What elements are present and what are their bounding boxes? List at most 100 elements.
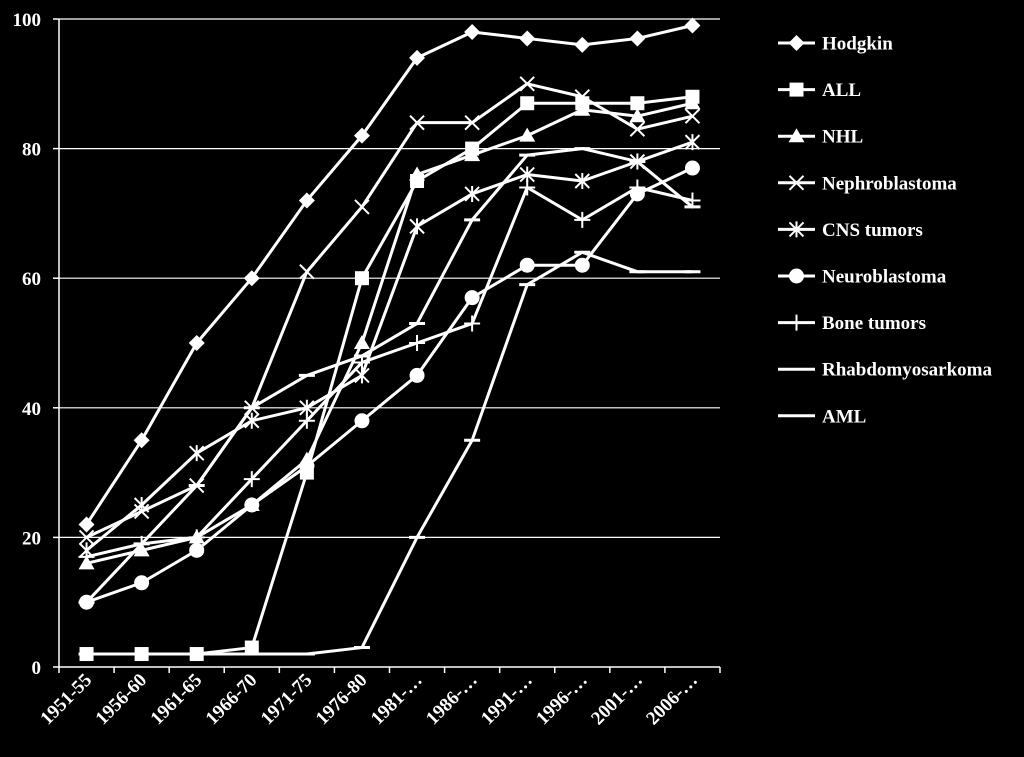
data-point-plus	[78, 548, 95, 565]
data-point-triangle	[409, 166, 426, 181]
series-all	[79, 89, 700, 662]
legend-label: NHL	[822, 127, 863, 148]
y-tick-label: 20	[22, 528, 41, 549]
y-tick-label: 80	[22, 140, 41, 161]
legend-label: Bone tumors	[822, 313, 926, 334]
data-point-triangle	[464, 147, 481, 162]
data-point-star	[464, 185, 480, 202]
data-point-plus	[243, 471, 260, 488]
gridlines	[59, 18, 720, 539]
data-point-x	[78, 529, 95, 546]
data-point-x	[354, 199, 370, 215]
data-point-diamond	[464, 23, 481, 40]
data-point-diamond	[243, 270, 260, 287]
data-point-circle	[789, 268, 804, 284]
data-point-circle	[189, 542, 205, 558]
data-point-plus	[574, 211, 591, 228]
x-tick-label: 1961-65	[147, 670, 207, 730]
y-tick-label: 40	[22, 399, 41, 420]
data-point-circle	[464, 290, 480, 306]
data-point-diamond	[353, 127, 370, 144]
x-tick-label: 1996-…	[532, 670, 592, 730]
legend-item: ALL	[778, 80, 861, 101]
data-point-plus	[788, 314, 805, 331]
data-point-plus	[188, 529, 205, 546]
data-point-diamond	[788, 35, 805, 51]
data-point-star	[788, 221, 805, 238]
data-point-diamond	[188, 335, 205, 351]
legend-label: Rhabdomyosarkoma	[822, 360, 992, 381]
series-line	[85, 147, 694, 604]
series-line	[86, 250, 693, 656]
data-point-circle	[684, 160, 700, 176]
data-point-x	[684, 108, 701, 124]
legend: Hodgkin ALL NHL Nephroblastoma CNS tumors Neu…	[778, 34, 992, 427]
x-tick-label: 1991-…	[477, 670, 537, 730]
y-tick-label: 0	[32, 658, 42, 679]
data-point-plus	[409, 335, 426, 351]
x-tick-label: 2001-…	[587, 670, 647, 730]
data-point-x	[788, 175, 805, 191]
legend-item: Nephroblastoma	[778, 173, 957, 194]
data-point-diamond	[133, 432, 150, 449]
data-point-diamond	[684, 17, 701, 34]
data-point-x	[299, 264, 315, 280]
data-point-star	[574, 173, 590, 189]
x-tick-label: 1976-80	[312, 670, 372, 730]
data-point-x	[574, 89, 590, 105]
data-point-square	[520, 96, 535, 111]
legend-label: AML	[822, 406, 866, 427]
legend-item: Rhabdomyosarkoma	[778, 360, 992, 381]
legend-item: AML	[778, 406, 866, 427]
data-point-diamond	[519, 30, 536, 47]
axes	[53, 18, 721, 673]
data-point-plus	[464, 315, 481, 332]
legend-label: Neuroblastoma	[822, 267, 947, 288]
series-line	[86, 185, 693, 559]
data-point-triangle	[519, 127, 536, 142]
x-tick-labels: 1951-551956-601961-651966-701971-751976-…	[36, 670, 702, 730]
data-point-plus	[519, 179, 536, 196]
data-point-square	[630, 96, 645, 111]
data-point-diamond	[409, 49, 426, 66]
data-point-triangle	[353, 335, 370, 349]
data-point-diamond	[298, 192, 315, 209]
data-point-diamond	[574, 36, 591, 53]
data-point-x	[629, 121, 646, 137]
y-tick-label: 100	[13, 10, 42, 31]
legend-item: CNS tumors	[778, 220, 923, 241]
legend-item: NHL	[778, 127, 863, 148]
legend-label: Nephroblastoma	[822, 173, 957, 194]
data-point-square	[354, 271, 369, 286]
y-tick-labels: 0 20 40 60 80 100	[13, 10, 42, 679]
data-point-x	[409, 114, 425, 131]
data-point-triangle	[684, 95, 701, 110]
series-hodgkin	[78, 17, 701, 533]
data-point-plus	[298, 412, 315, 429]
legend-item: Bone tumors	[778, 313, 926, 334]
x-tick-label: 1986-…	[422, 670, 482, 730]
x-tick-label: 1971-75	[257, 670, 317, 730]
data-point-star	[133, 497, 150, 513]
data-point-circle	[354, 413, 370, 429]
data-point-square	[789, 82, 804, 97]
series-line	[85, 82, 693, 539]
data-point-circle	[244, 497, 260, 513]
legend-label: ALL	[822, 80, 861, 101]
data-point-triangle	[629, 108, 646, 123]
data-point-circle	[134, 575, 150, 591]
data-point-square	[244, 640, 259, 655]
data-point-triangle	[788, 128, 805, 143]
data-point-star	[189, 445, 205, 462]
data-point-circle	[574, 257, 590, 273]
series-lines	[78, 17, 701, 662]
data-point-diamond	[629, 30, 646, 47]
y-tick-label: 60	[22, 269, 41, 290]
legend-item: Hodgkin	[778, 34, 893, 55]
x-tick-label: 1981-…	[367, 670, 427, 730]
data-point-circle	[299, 458, 315, 474]
series-line	[85, 140, 693, 552]
data-point-x	[464, 114, 480, 131]
data-point-plus	[629, 179, 646, 196]
